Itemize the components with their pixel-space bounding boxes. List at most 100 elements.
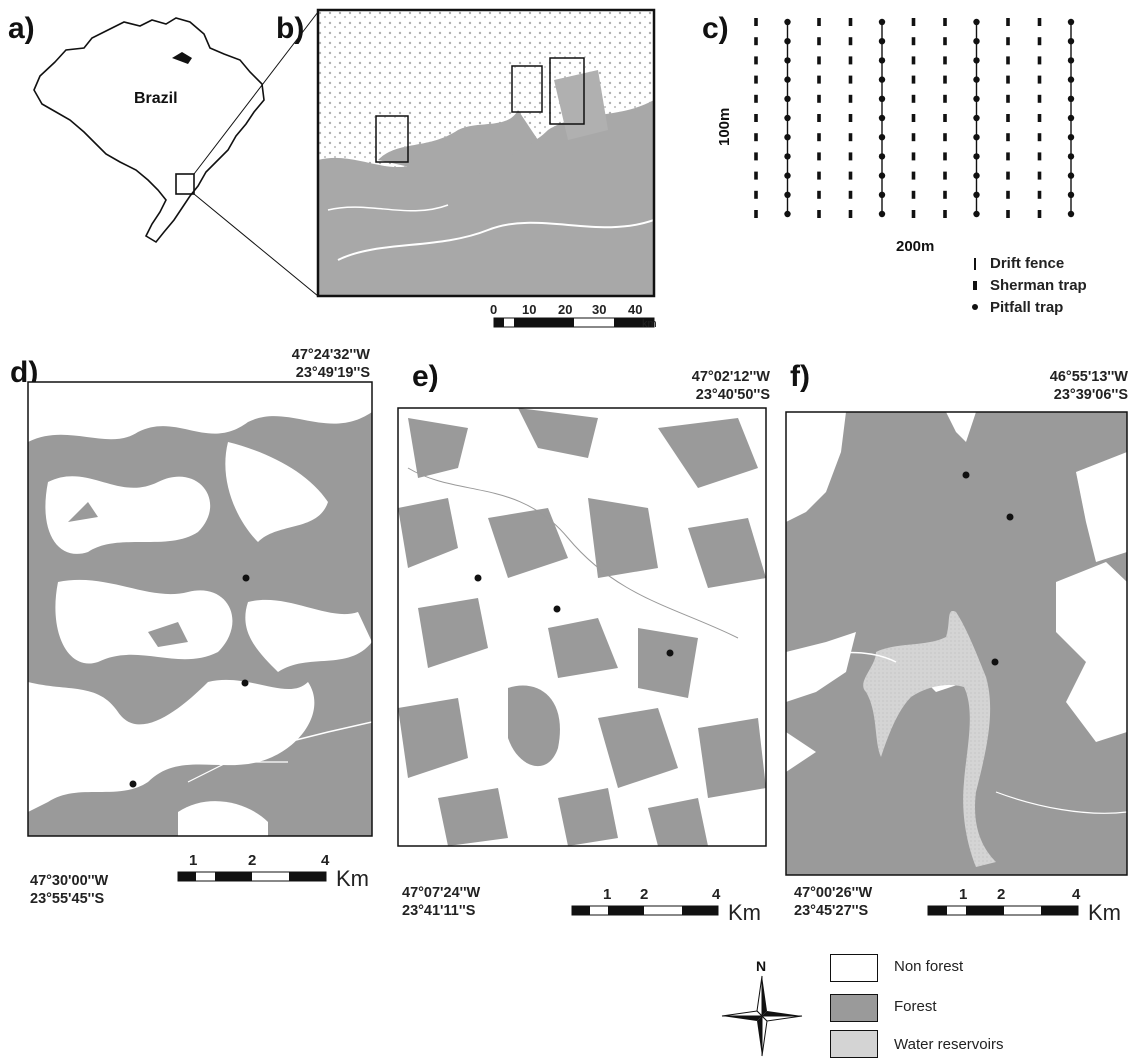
sherman-trap-mark — [754, 133, 758, 142]
sherman-trap-mark — [817, 210, 821, 218]
sampling-site-e1 — [474, 574, 482, 582]
pitfall-trap-mark — [878, 57, 886, 64]
sherman-trap-mark — [911, 152, 916, 161]
sherman-trap-mark — [817, 171, 821, 180]
panel-d-sw-lon: 47°30'00''W — [30, 873, 109, 889]
sherman-trap-mark — [848, 37, 853, 46]
sherman-trap-mark — [817, 56, 821, 65]
pitfall-trap-mark — [973, 210, 980, 218]
legend-label-non-forest: Non forest — [894, 958, 964, 975]
sherman-trap-mark — [1037, 56, 1042, 65]
sherman-trap-mark — [1037, 133, 1042, 142]
scale-d-tick-4: 4 — [321, 852, 330, 869]
sampling-site-d2 — [241, 679, 249, 687]
pitfall-trap-mark — [973, 172, 980, 179]
water-reservoir-shape — [863, 611, 996, 867]
legend-sherman-symbol — [973, 281, 977, 290]
grid-width-label: 200m — [896, 238, 935, 255]
legend-label-water: Water reservoirs — [894, 1036, 1004, 1053]
pitfall-trap-mark — [784, 18, 791, 26]
panel-e-sw-lon: 47°07'24''W — [402, 885, 481, 901]
scale-d-tick-1: 1 — [189, 852, 198, 869]
scale-e-unit: Km — [728, 900, 761, 925]
pitfall-trap-mark — [1067, 76, 1075, 83]
pitfall-trap-mark — [973, 57, 980, 64]
scale-b-unit: km — [642, 318, 657, 330]
sherman-trap-mark — [848, 56, 853, 65]
study-area-box-a — [175, 173, 195, 195]
pitfall-trap-mark — [1067, 210, 1075, 218]
study-area-box-b2 — [511, 65, 543, 113]
pitfall-trap-mark — [973, 76, 980, 83]
sherman-trap-mark — [1006, 37, 1010, 46]
legend-swatch-forest — [830, 994, 878, 1022]
pitfall-trap-mark — [878, 172, 886, 179]
sherman-trap-mark — [943, 18, 947, 26]
pitfall-trap-mark — [878, 95, 886, 103]
legend-label-forest: Forest — [894, 998, 937, 1015]
sherman-trap-mark — [754, 210, 758, 218]
pitfall-trap-mark — [878, 114, 886, 122]
scale-bar-b — [493, 317, 655, 328]
sherman-trap-mark — [911, 75, 916, 84]
pitfall-trap-mark — [784, 76, 791, 83]
sherman-trap-mark — [1006, 210, 1010, 218]
panel-f-sw-lat: 23°45'27''S — [794, 903, 869, 919]
panel-e-sw-lat: 23°41'11''S — [402, 903, 476, 919]
panel-c-letter: c) — [702, 12, 729, 45]
pitfall-trap-mark — [973, 134, 980, 141]
sherman-trap-mark — [943, 171, 947, 180]
sherman-trap-mark — [754, 152, 758, 161]
pitfall-trap-mark — [1067, 172, 1075, 179]
sherman-trap-mark — [848, 133, 853, 142]
sherman-trap-mark — [848, 75, 853, 84]
sherman-trap-mark — [1006, 133, 1010, 142]
pitfall-trap-mark — [784, 114, 791, 122]
sherman-trap-mark — [911, 190, 916, 199]
pitfall-trap-mark — [784, 57, 791, 64]
pitfall-trap-mark — [784, 172, 791, 179]
scale-b-tick-2: 20 — [558, 302, 573, 317]
sherman-trap-mark — [754, 18, 758, 26]
pitfall-trap-mark — [973, 191, 980, 198]
scale-bar-e — [571, 905, 719, 916]
sherman-trap-mark — [1037, 171, 1042, 180]
sherman-trap-mark — [911, 37, 916, 46]
scale-e-tick-2: 2 — [640, 886, 649, 903]
legend-swatch-water — [830, 1030, 878, 1058]
sherman-trap-mark — [754, 94, 758, 103]
scale-d-tick-2: 2 — [248, 852, 257, 869]
sherman-trap-mark — [911, 18, 916, 26]
scale-e-tick-1: 1 — [603, 886, 612, 903]
panel-a-letter: a) — [8, 12, 35, 45]
sherman-trap-mark — [848, 18, 853, 26]
sampling-site-d3 — [129, 780, 137, 788]
sherman-trap-mark — [817, 114, 821, 122]
sherman-trap-mark — [1037, 210, 1042, 218]
pitfall-trap-mark — [1067, 153, 1075, 160]
sampling-site-f2 — [1006, 513, 1014, 521]
sherman-trap-mark — [1006, 171, 1010, 180]
sherman-trap-mark — [817, 18, 821, 26]
sherman-trap-mark — [848, 210, 853, 218]
sherman-trap-mark — [754, 114, 758, 122]
guiana-bump — [172, 52, 192, 64]
sampling-site-e2 — [553, 605, 561, 613]
sherman-trap-mark — [943, 75, 947, 84]
pitfall-trap-mark — [878, 210, 886, 218]
pitfall-trap-mark — [878, 134, 886, 141]
study-area-box-b3 — [549, 57, 585, 125]
sherman-trap-mark — [848, 114, 853, 122]
pitfall-trap-mark — [1067, 38, 1075, 45]
sherman-trap-mark — [1006, 56, 1010, 65]
pitfall-trap-mark — [784, 134, 791, 141]
scale-f-tick-2: 2 — [997, 886, 1006, 903]
sherman-trap-mark — [911, 56, 916, 65]
scale-f-tick-4: 4 — [1072, 886, 1081, 903]
pitfall-trap-mark — [878, 153, 886, 160]
sherman-trap-mark — [943, 114, 947, 122]
panel-d-sw-lat: 23°55'45''S — [30, 891, 105, 907]
sherman-trap-mark — [1006, 75, 1010, 84]
site-map-f — [785, 411, 1128, 876]
scale-d-unit: Km — [336, 866, 369, 891]
